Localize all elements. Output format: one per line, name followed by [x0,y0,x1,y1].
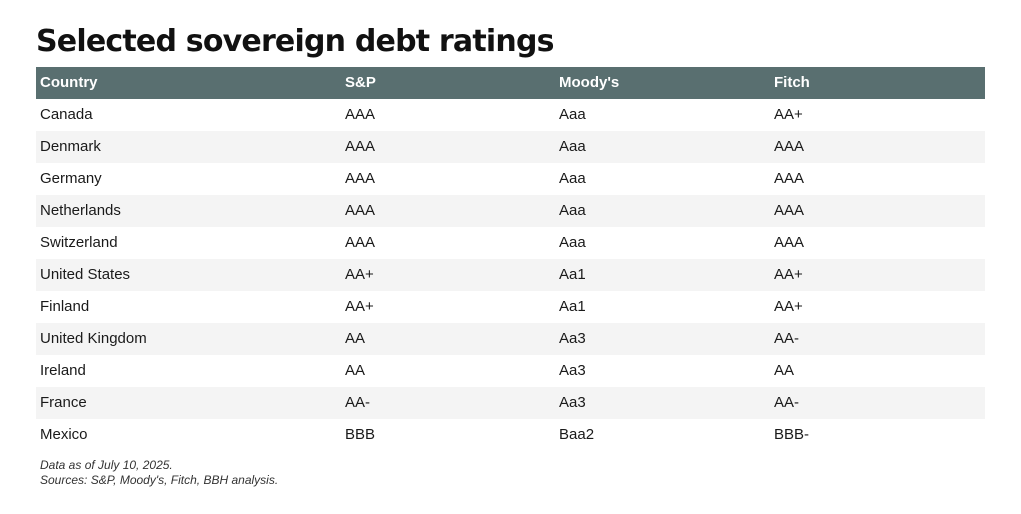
cell-country: Finland [40,298,90,315]
footnotes: Data as of July 10, 2025. Sources: S&P, … [40,458,278,488]
cell-fitch-rating: AA- [774,394,800,411]
cell-fitch-rating: AAA [774,234,805,251]
cell-fitch-rating: AA+ [774,298,803,315]
table-row: Netherlands AAA Aaa AAA [36,195,985,227]
cell-moodys-rating: Aaa [559,138,586,155]
header-country: Country [40,74,98,91]
cell-moodys-rating: Aaa [559,202,586,219]
header-fitch: Fitch [774,74,810,91]
chart-title: Selected sovereign debt ratings [36,24,554,59]
cell-fitch-rating: AA [774,362,795,379]
cell-country: Ireland [40,362,86,379]
header-sp: S&P [345,74,376,91]
ratings-table: Country S&P Moody's Fitch Canada AAA Aaa AA… [36,67,985,451]
cell-moodys-rating: Aaa [559,170,586,187]
cell-fitch-rating: AAA [774,138,805,155]
cell-moodys-rating: Aaa [559,106,586,123]
table-row: Denmark AAA Aaa AAA [36,131,985,163]
cell-country: France [40,394,87,411]
footnote-date: Data as of July 10, 2025. [40,458,173,472]
table-row: United States AA+ Aa1 AA+ [36,259,985,291]
cell-moodys-rating: Aa3 [559,330,586,347]
cell-sp-rating: AAA [345,170,376,187]
header-moodys: Moody's [559,74,620,91]
cell-moodys-rating: Aa3 [559,394,586,411]
table-row: France AA- Aa3 AA- [36,387,985,419]
cell-moodys-rating: Aa3 [559,362,586,379]
table-row: Canada AAA Aaa AA+ [36,99,985,131]
cell-country: Netherlands [40,202,121,219]
cell-sp-rating: AAA [345,106,376,123]
table-row: Ireland AA Aa3 AA [36,355,985,387]
cell-country: Switzerland [40,234,118,251]
cell-country: Canada [40,106,93,123]
cell-fitch-rating: AA- [774,330,800,347]
cell-moodys-rating: Aa1 [559,266,586,283]
footnote-sources: Sources: S&P, Moody's, Fitch, BBH analys… [40,473,279,487]
cell-country: United Kingdom [40,330,147,347]
cell-moodys-rating: Aaa [559,234,586,251]
table-body: Canada AAA Aaa AA+ Denmark AAA Aaa AAA Germany AA… [36,99,985,451]
cell-fitch-rating: BBB- [774,426,810,443]
table-row: Mexico BBB Baa2 BBB- [36,419,985,451]
table-row: Germany AAA Aaa AAA [36,163,985,195]
cell-country: Denmark [40,138,101,155]
cell-sp-rating: AAA [345,202,376,219]
cell-sp-rating: AA- [345,394,371,411]
cell-fitch-rating: AAA [774,170,805,187]
cell-country: Mexico [40,426,88,443]
cell-sp-rating: BBB [345,426,376,443]
table-header-row: Country S&P Moody's Fitch [36,67,985,99]
cell-fitch-rating: AA+ [774,266,803,283]
cell-sp-rating: AAA [345,138,376,155]
cell-sp-rating: AAA [345,234,376,251]
cell-fitch-rating: AA+ [774,106,803,123]
cell-country: United States [40,266,131,283]
cell-moodys-rating: Aa1 [559,298,586,315]
cell-sp-rating: AA [345,362,366,379]
table-row: Finland AA+ Aa1 AA+ [36,291,985,323]
cell-sp-rating: AA+ [345,266,374,283]
cell-moodys-rating: Baa2 [559,426,595,443]
cell-country: Germany [40,170,102,187]
cell-sp-rating: AA+ [345,298,374,315]
cell-sp-rating: AA [345,330,366,347]
cell-fitch-rating: AAA [774,202,805,219]
table-row: United Kingdom AA Aa3 AA- [36,323,985,355]
table-row: Switzerland AAA Aaa AAA [36,227,985,259]
